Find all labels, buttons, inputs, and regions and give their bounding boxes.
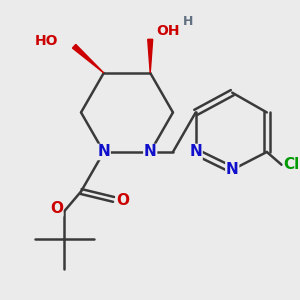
Text: H: H: [183, 15, 193, 28]
Text: Cl: Cl: [284, 157, 300, 172]
Polygon shape: [73, 44, 104, 73]
Text: N: N: [189, 145, 202, 160]
Text: O: O: [116, 193, 129, 208]
Text: N: N: [226, 162, 239, 177]
Text: N: N: [98, 145, 110, 160]
Text: HO: HO: [35, 34, 58, 48]
Text: N: N: [144, 145, 157, 160]
Text: OH: OH: [156, 24, 180, 38]
Text: O: O: [50, 201, 63, 216]
Polygon shape: [148, 39, 153, 73]
